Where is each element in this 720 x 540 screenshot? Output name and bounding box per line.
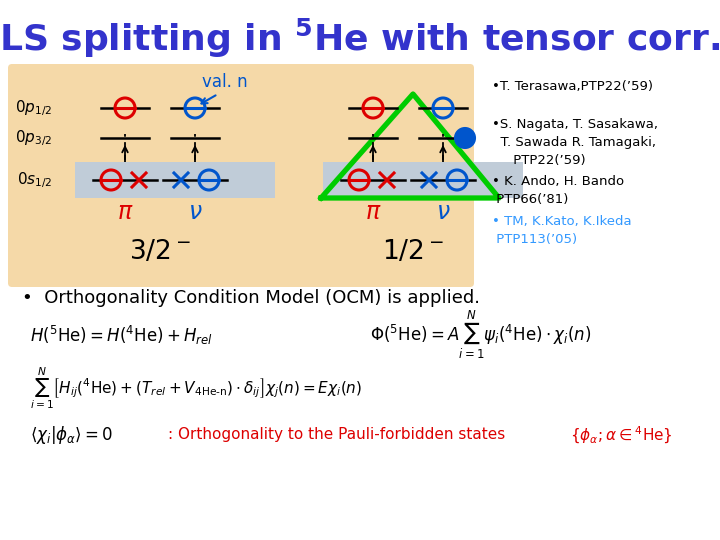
Text: $0p_{1/2}$: $0p_{1/2}$ — [15, 98, 52, 118]
Text: $\nu$: $\nu$ — [188, 200, 202, 224]
FancyBboxPatch shape — [323, 162, 523, 198]
Text: val. n: val. n — [202, 73, 248, 91]
Text: •T. Terasawa,PTP22(’59): •T. Terasawa,PTP22(’59) — [492, 80, 653, 93]
Text: $\langle\chi_i|\phi_\alpha\rangle = 0$: $\langle\chi_i|\phi_\alpha\rangle = 0$ — [30, 424, 113, 446]
Text: $\sum_{i=1}^{N}\left[H_{ij}(^4\mathrm{He})+(T_{rel}+V_{4\mathrm{He\text{-}n}})\c: $\sum_{i=1}^{N}\left[H_{ij}(^4\mathrm{He… — [30, 365, 362, 411]
Text: : Orthogonality to the Pauli-forbidden states: : Orthogonality to the Pauli-forbidden s… — [168, 428, 505, 442]
Text: •S. Nagata, T. Sasakawa,
  T. Sawada R. Tamagaki,
     PTP22(’59): •S. Nagata, T. Sasakawa, T. Sawada R. Ta… — [492, 118, 658, 167]
Text: $\pi$: $\pi$ — [365, 200, 382, 224]
Text: $0p_{3/2}$: $0p_{3/2}$ — [15, 128, 52, 148]
Text: $\Phi(^5\mathrm{He}) = A\sum_{i=1}^{N}\psi_i(^4\mathrm{He})\cdot\chi_i(n)$: $\Phi(^5\mathrm{He}) = A\sum_{i=1}^{N}\p… — [370, 309, 592, 361]
Text: $\{\phi_\alpha;\alpha\in{}^4\mathrm{He}\}$: $\{\phi_\alpha;\alpha\in{}^4\mathrm{He}\… — [570, 424, 672, 445]
Text: •  Orthogonality Condition Model (OCM) is applied.: • Orthogonality Condition Model (OCM) is… — [22, 289, 480, 307]
Text: $H(^5\mathrm{He}) = H(^4\mathrm{He}) + H_{rel}$: $H(^5\mathrm{He}) = H(^4\mathrm{He}) + H… — [30, 323, 213, 347]
Text: $1/2^-$: $1/2^-$ — [382, 239, 444, 265]
Text: $\pi$: $\pi$ — [117, 200, 133, 224]
Text: $\nu$: $\nu$ — [436, 200, 450, 224]
FancyBboxPatch shape — [8, 64, 474, 287]
Text: • K. Ando, H. Bando
 PTP66(’81): • K. Ando, H. Bando PTP66(’81) — [492, 175, 624, 206]
Text: $3/2^-$: $3/2^-$ — [129, 239, 191, 265]
Text: • TM, K.Kato, K.Ikeda
 PTP113(’05): • TM, K.Kato, K.Ikeda PTP113(’05) — [492, 215, 631, 246]
Text: $0s_{1/2}$: $0s_{1/2}$ — [17, 170, 52, 190]
Circle shape — [455, 128, 475, 148]
FancyBboxPatch shape — [75, 162, 275, 198]
Text: LS splitting in $^{\mathbf{5}}$He with tensor corr.: LS splitting in $^{\mathbf{5}}$He with t… — [0, 16, 720, 59]
